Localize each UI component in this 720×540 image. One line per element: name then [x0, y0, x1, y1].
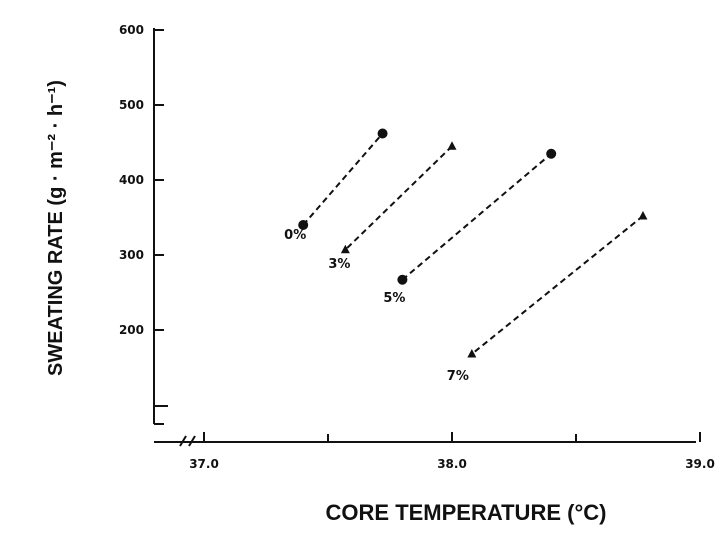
series-3: 5%	[383, 148, 557, 306]
series-line	[302, 132, 384, 226]
series-label: 3%	[328, 257, 350, 272]
series-4: 7%	[447, 211, 648, 384]
series-layer: 0% 3% 5% 7%	[284, 128, 648, 384]
data-point	[467, 349, 477, 358]
data-point	[397, 274, 408, 285]
data-point	[638, 211, 648, 220]
y-ticks: 200 300 400 500 600	[119, 23, 168, 407]
y-axis-title: SWEATING RATE (g · m⁻² · h⁻¹)	[45, 80, 67, 376]
y-tick-label: 500	[119, 98, 144, 112]
data-point	[377, 128, 388, 139]
series-line	[344, 145, 453, 251]
axis-break-mark-2	[188, 435, 196, 447]
x-ticks: 37.0 38.0 39.0	[189, 432, 715, 471]
y-tick-label: 300	[119, 248, 144, 262]
axis-break-mark-1	[179, 435, 187, 447]
data-point	[447, 141, 457, 150]
y-tick-label: 200	[119, 323, 144, 337]
x-tick-label: 38.0	[437, 457, 467, 471]
series-label: 7%	[447, 369, 469, 384]
axes	[153, 28, 696, 447]
series-label: 5%	[383, 291, 405, 306]
y-tick-label: 400	[119, 173, 144, 187]
series-label: 0%	[284, 228, 306, 243]
x-tick-label: 39.0	[685, 457, 715, 471]
series-2: 3%	[328, 141, 457, 272]
data-point	[298, 220, 309, 230]
data-point	[340, 244, 350, 254]
series-1: 0%	[284, 128, 388, 243]
series-line	[471, 215, 644, 355]
data-point	[546, 148, 557, 159]
series-line	[401, 152, 552, 281]
y-tick-label: 600	[119, 23, 144, 37]
x-axis-title: CORE TEMPERATURE (°C)	[326, 500, 607, 525]
x-tick-label: 37.0	[189, 457, 219, 471]
